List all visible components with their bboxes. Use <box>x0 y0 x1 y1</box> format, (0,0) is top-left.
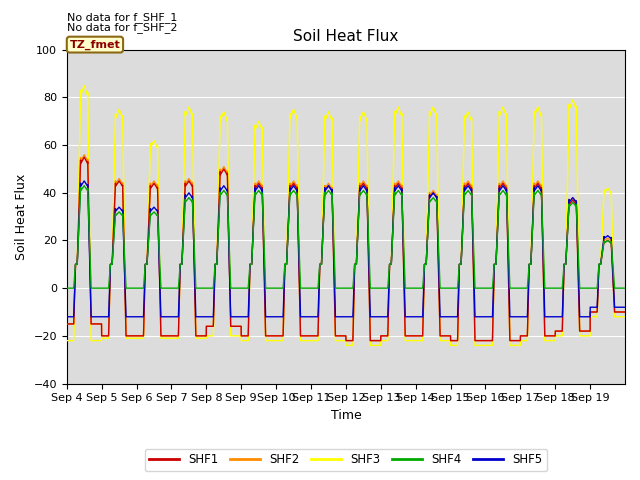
Text: No data for f_SHF_2: No data for f_SHF_2 <box>67 22 177 33</box>
X-axis label: Time: Time <box>330 409 361 422</box>
Y-axis label: Soil Heat Flux: Soil Heat Flux <box>15 173 28 260</box>
Text: No data for f_SHF_1: No data for f_SHF_1 <box>67 12 177 23</box>
Title: Soil Heat Flux: Soil Heat Flux <box>293 29 399 44</box>
Legend: SHF1, SHF2, SHF3, SHF4, SHF5: SHF1, SHF2, SHF3, SHF4, SHF5 <box>145 449 547 471</box>
Text: TZ_fmet: TZ_fmet <box>70 39 120 50</box>
